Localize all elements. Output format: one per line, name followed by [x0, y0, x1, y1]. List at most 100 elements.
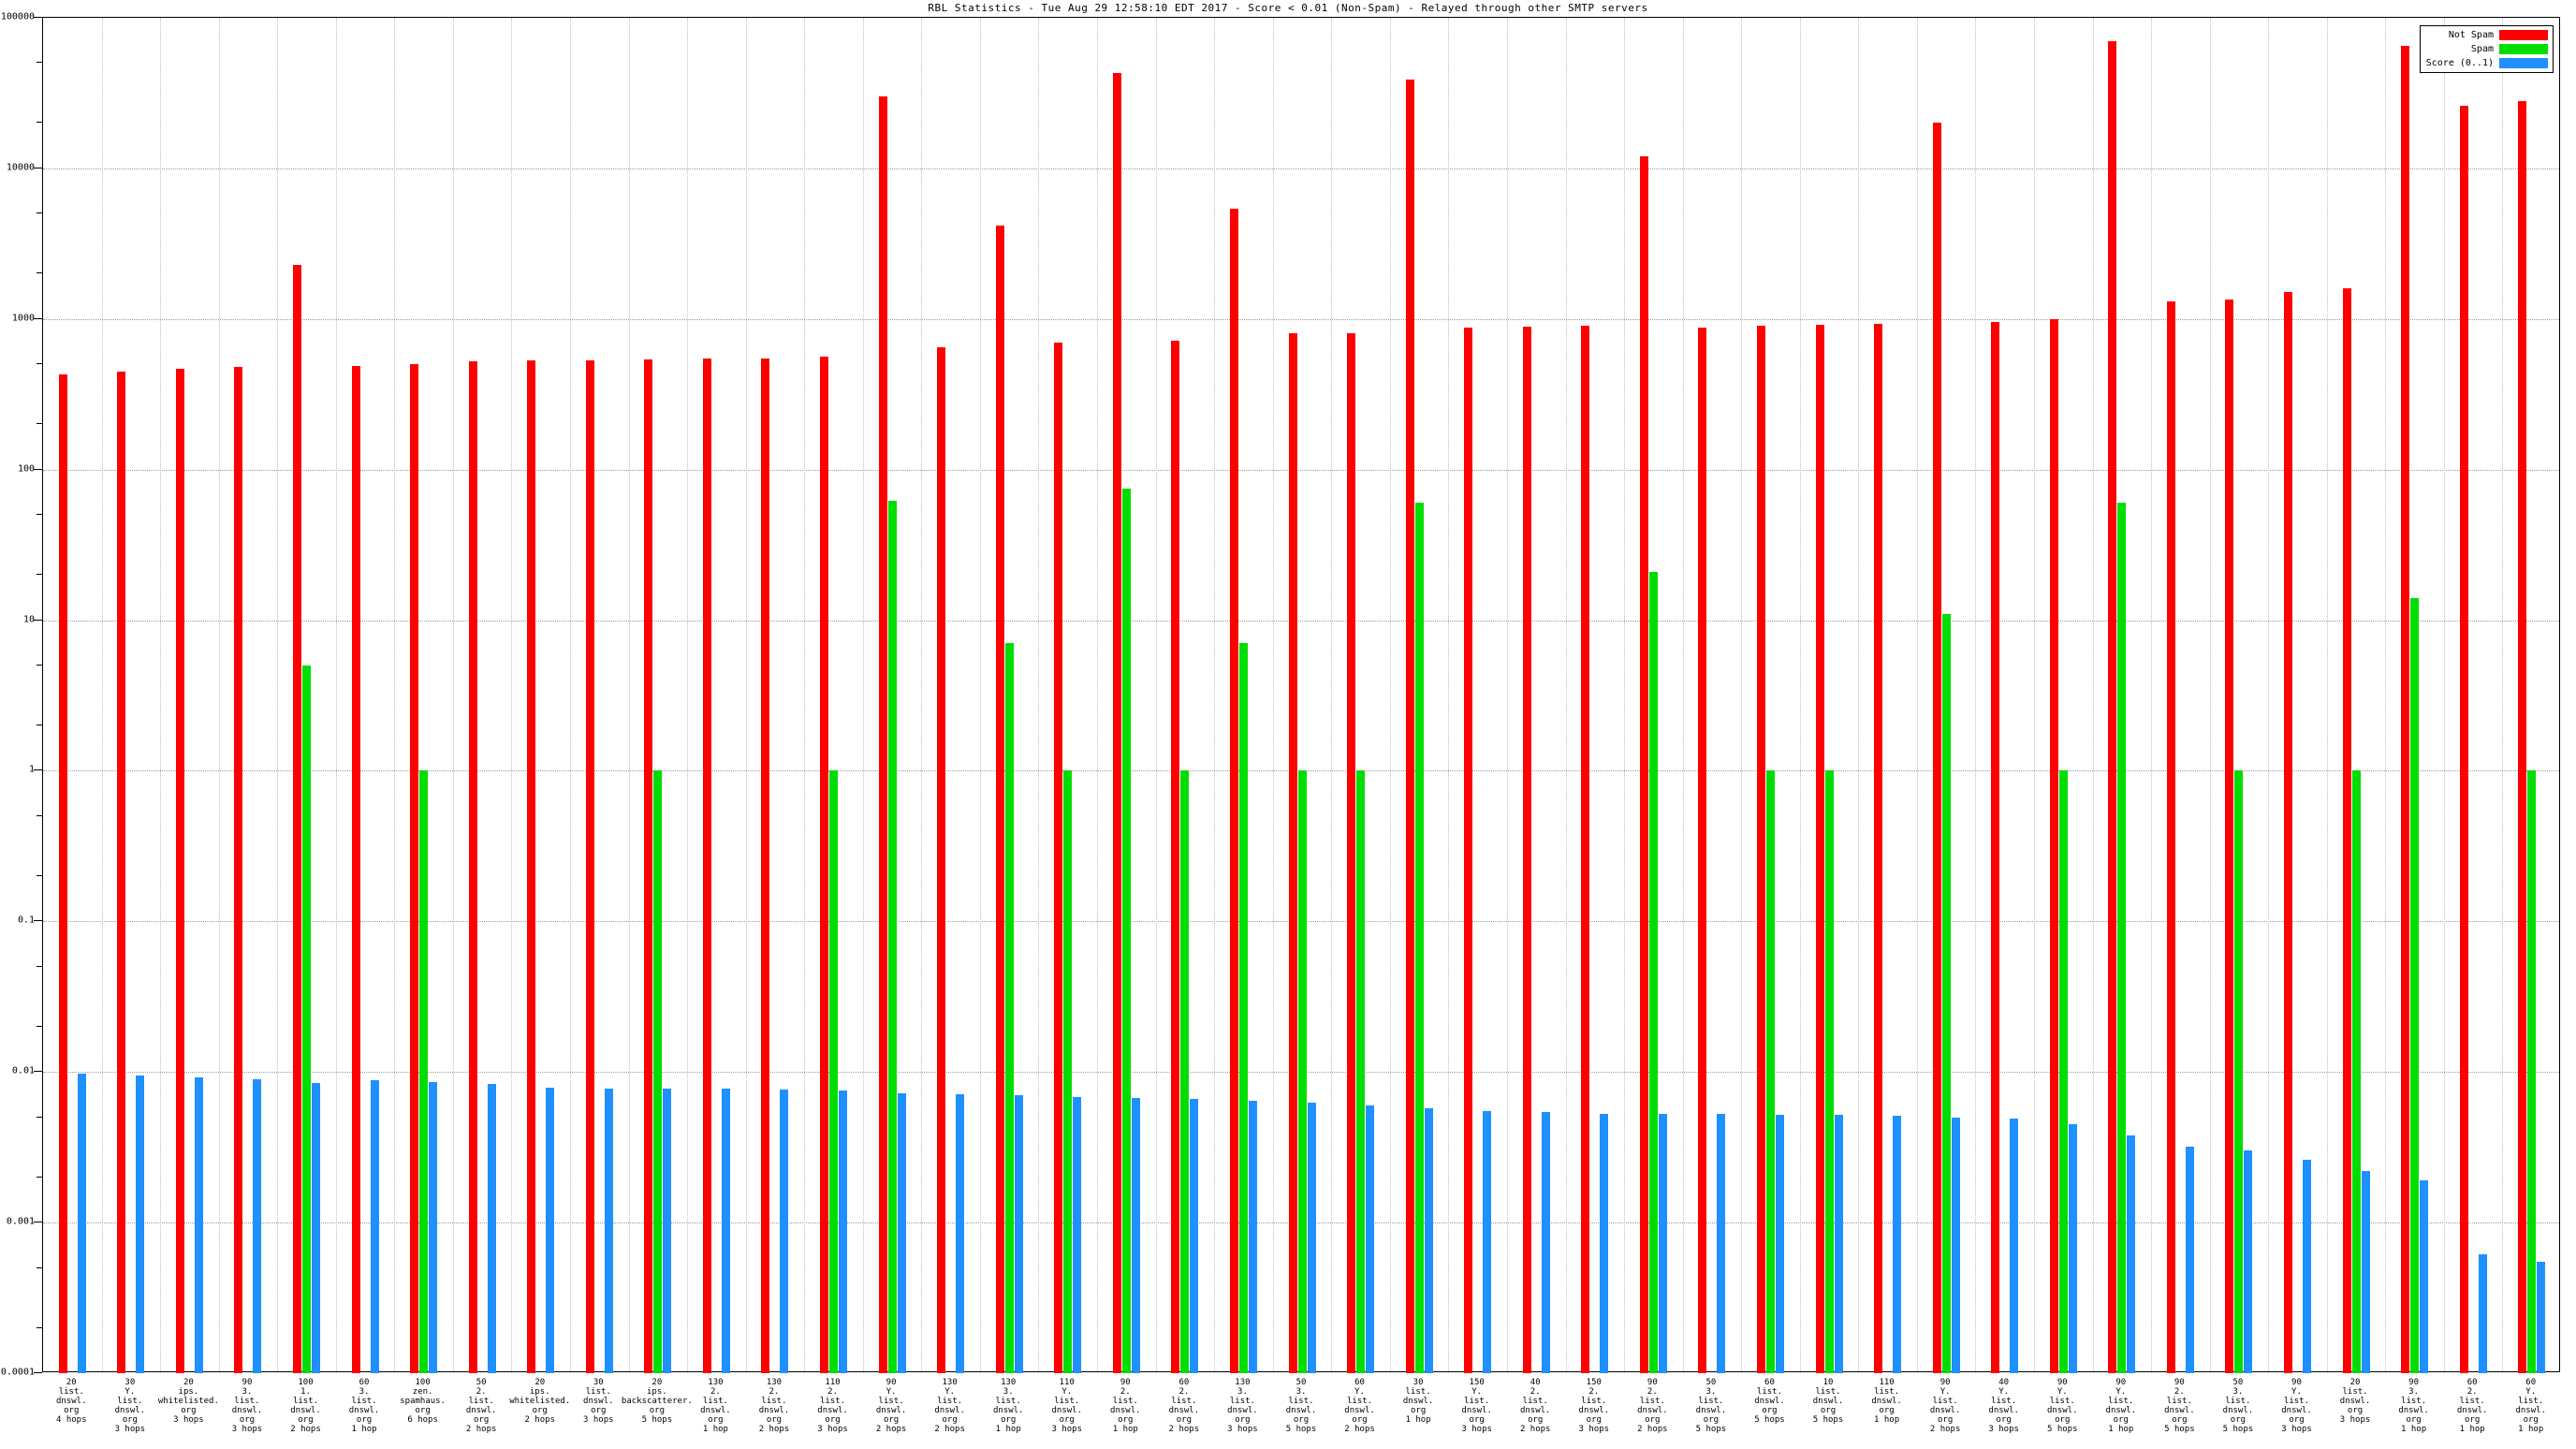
- vertical-gridline: [2092, 18, 2094, 1371]
- x-tick-label: 90 Y. list. dnswl. org 1 hop: [2106, 1378, 2137, 1434]
- bar-notspam: [175, 368, 184, 1373]
- vertical-gridline: [862, 18, 864, 1371]
- x-tick-label-line: ips.: [647, 1387, 667, 1397]
- bar-notspam: [2459, 106, 2468, 1373]
- x-tick-label: 90 2. list. dnswl. org 5 hops: [2164, 1378, 2195, 1434]
- x-tick-label-line: org: [1469, 1415, 1485, 1425]
- x-tick-label-line: 130: [1001, 1378, 1017, 1387]
- x-tick-label-line: dnswl.: [875, 1406, 907, 1415]
- x-tick-label-line: org: [532, 1406, 548, 1415]
- x-tick-label-line: 130: [1235, 1378, 1251, 1387]
- x-tick-label-line: 1 hop: [2459, 1425, 2485, 1434]
- bar-score: [1307, 1102, 1316, 1373]
- bar-notspam: [351, 365, 360, 1373]
- vertical-gridline: [570, 18, 572, 1371]
- y-tick-minor: [37, 514, 42, 516]
- x-tick-label-line: list.: [117, 1397, 143, 1406]
- bar-notspam: [1581, 326, 1590, 1373]
- bar-notspam: [2283, 292, 2292, 1373]
- bar-score: [1131, 1098, 1140, 1373]
- vertical-gridline: [511, 18, 513, 1371]
- x-tick-label-line: 150: [1469, 1378, 1485, 1387]
- vertical-gridline: [1272, 18, 1274, 1371]
- x-tick-label: 130 2. list. dnswl. org 1 hop: [700, 1378, 731, 1434]
- x-tick-label: 100 1. list. dnswl. org 2 hops: [290, 1378, 321, 1434]
- bar-score: [1893, 1116, 1902, 1373]
- plot-area: Not Spam Spam Score (0..1): [42, 17, 2560, 1373]
- bar-spam: [2117, 503, 2127, 1373]
- x-tick-label-line: org: [2347, 1406, 2364, 1415]
- x-tick-label: 30 list. dnswl. org 1 hop: [1403, 1378, 1434, 1425]
- bar-spam: [2527, 770, 2537, 1373]
- y-tick-minor: [37, 122, 42, 124]
- x-tick-label-line: dnswl.: [817, 1406, 848, 1415]
- bar-notspam: [1815, 325, 1824, 1373]
- x-tick-label-line: 5 hops: [641, 1415, 673, 1425]
- x-tick-label: 90 Y. list. dnswl. org 2 hops: [1930, 1378, 1961, 1434]
- x-tick-label-line: org: [1586, 1415, 1602, 1425]
- vertical-gridline: [1038, 18, 1040, 1371]
- bar-score: [2068, 1124, 2077, 1373]
- x-tick-label-line: dnswl.: [1227, 1406, 1258, 1415]
- vertical-gridline: [2502, 18, 2504, 1371]
- x-tick-label-line: list.: [2342, 1387, 2368, 1397]
- x-tick-label-line: list.: [292, 1397, 319, 1406]
- x-tick-label-line: 3 hops: [2339, 1415, 2371, 1425]
- y-tick-minor: [37, 574, 42, 576]
- x-tick-label-line: list.: [1112, 1397, 1138, 1406]
- x-tick-label-line: 3.: [1003, 1387, 1014, 1397]
- x-tick-label-line: whitelisted.: [509, 1397, 571, 1406]
- x-tick-label-line: 2 hops: [934, 1425, 965, 1434]
- x-tick-label-line: 50: [2232, 1378, 2244, 1387]
- x-tick-label-line: dnswl.: [1110, 1406, 1141, 1415]
- x-tick-label-line: dnswl.: [934, 1406, 965, 1415]
- x-tick-label-line: org: [2523, 1415, 2539, 1425]
- bar-notspam: [2049, 318, 2058, 1373]
- bar-score: [1483, 1110, 1492, 1373]
- x-tick-label-line: 90: [2174, 1378, 2185, 1387]
- bar-spam: [1941, 613, 1951, 1373]
- bar-spam: [1356, 770, 1366, 1373]
- y-axis: Message Count or Spam Score 100000100001…: [0, 12, 42, 1378]
- x-tick-label-line: 3.: [2232, 1387, 2244, 1397]
- x-tick-label: 60 3. list. dnswl. org 1 hop: [349, 1378, 380, 1434]
- x-tick-label-line: list.: [937, 1397, 963, 1406]
- x-tick-label-line: 60: [1178, 1378, 1190, 1387]
- x-tick-label-line: dnswl.: [2222, 1406, 2254, 1415]
- x-tick-label-line: list.: [1522, 1397, 1548, 1406]
- bars-layer: [43, 18, 2559, 1373]
- x-tick-label-line: dnswl.: [1051, 1406, 1083, 1415]
- x-tick-label-line: list.: [2166, 1397, 2192, 1406]
- bar-score: [2244, 1150, 2253, 1373]
- bar-score: [2127, 1134, 2136, 1373]
- y-tick-label: 0.0001: [0, 1367, 35, 1378]
- bar-score: [2420, 1180, 2429, 1373]
- x-tick-label-line: Y.: [1354, 1387, 1365, 1397]
- x-tick-label: 20 list. dnswl. org 4 hops: [56, 1378, 87, 1425]
- bar-score: [77, 1073, 86, 1373]
- x-tick-label-line: 1 hop: [1405, 1415, 1431, 1425]
- x-tick-label-line: dnswl.: [1695, 1406, 1727, 1415]
- x-tick-label-line: 90: [2291, 1378, 2302, 1387]
- x-tick-label-line: list.: [995, 1397, 1021, 1406]
- x-tick-label-line: dnswl.: [2456, 1406, 2488, 1415]
- x-tick-label-line: 3 hops: [817, 1425, 848, 1434]
- bar-notspam: [234, 367, 243, 1373]
- bar-notspam: [410, 364, 419, 1373]
- x-tick-label: 20 ips. whitelisted. org 3 hops: [158, 1378, 219, 1425]
- bar-spam: [1180, 770, 1190, 1373]
- x-tick-label-line: 3 hops: [1051, 1425, 1083, 1434]
- y-tick-minor: [37, 664, 42, 666]
- vertical-gridline: [1389, 18, 1391, 1371]
- x-tick-label-line: list.: [1874, 1387, 1900, 1397]
- legend-swatch-spam: [2499, 44, 2548, 54]
- bar-score: [1834, 1114, 1843, 1373]
- x-tick-label-line: 60: [1354, 1378, 1365, 1387]
- x-tick-label-line: org: [1879, 1406, 1895, 1415]
- x-tick-label-line: 1 hop: [995, 1425, 1021, 1434]
- x-tick-label-line: dnswl.: [1871, 1397, 1902, 1406]
- x-tick-label-line: list.: [819, 1397, 846, 1406]
- x-tick-label-line: Y.: [944, 1387, 956, 1397]
- bar-score: [1541, 1112, 1550, 1373]
- bar-notspam: [1522, 326, 1531, 1373]
